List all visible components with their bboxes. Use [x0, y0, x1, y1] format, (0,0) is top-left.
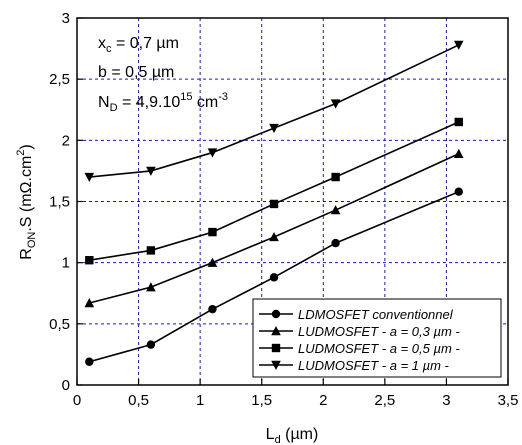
legend-label: LDMOSFET conventionnel — [298, 307, 454, 322]
legend-label: LUDMOSFET - a = 0,5 µm - — [298, 341, 460, 356]
x-tick-label: 0,5 — [128, 392, 149, 409]
x-tick-label: 3,5 — [498, 392, 519, 409]
series-line — [89, 121, 460, 262]
data-point — [208, 304, 217, 314]
legend-label: LUDMOSFET - a = 0,3 µm - — [298, 324, 460, 339]
data-point — [146, 166, 156, 176]
y-tick-label: 1,5 — [49, 194, 70, 211]
x-tick-label: 2 — [319, 392, 327, 409]
data-point — [85, 357, 94, 366]
annotation-b: b = 0,5 µm — [98, 64, 174, 81]
legend: LDMOSFET conventionnel LUDMOSFET - a = 0,… — [252, 298, 502, 378]
data-point — [330, 99, 341, 109]
data-point — [146, 282, 156, 292]
x-tick-label: 1,5 — [251, 392, 272, 409]
data-point — [330, 205, 341, 215]
data-point — [454, 187, 463, 196]
legend-box — [252, 298, 502, 378]
x-tick-label: 2,5 — [374, 392, 395, 409]
series-line — [89, 190, 460, 363]
legend-marker — [271, 343, 281, 353]
y-tick-label: 3 — [62, 10, 70, 27]
data-point — [453, 40, 464, 50]
data-point — [208, 227, 217, 237]
tick-labels: 0 0,5 1 1,5 2 2,5 3 3,5 0 0,5 1 1,5 2 2,5 3 — [49, 10, 518, 409]
data-point — [269, 273, 279, 282]
data-point — [331, 172, 340, 182]
data-point — [207, 257, 218, 267]
legend-label: LUDMOSFET - a = 1 µm - — [298, 358, 450, 373]
legend-marker — [271, 309, 281, 319]
y-tick-label: 0,5 — [49, 316, 70, 333]
x-tick-label: 1 — [196, 392, 204, 409]
series-1 — [85, 187, 463, 366]
y-tick-label: 2,5 — [49, 71, 70, 88]
data-point — [454, 117, 463, 127]
data-point — [453, 148, 464, 158]
x-axis-title: Ld (µm) — [266, 426, 319, 445]
data-point — [146, 246, 156, 255]
x-tick-label: 3 — [442, 392, 450, 409]
y-tick-label: 0 — [62, 377, 70, 394]
y-axis-title: RON.S (mΩ.cm2) — [15, 144, 38, 259]
x-tick-label: 0 — [73, 392, 81, 409]
data-point — [269, 231, 279, 242]
y-tick-label: 2 — [62, 132, 70, 149]
data-point — [207, 148, 218, 158]
annotation-xc: xc = 0,7 µm — [98, 35, 179, 55]
legend-marker — [271, 326, 281, 336]
data-point — [146, 340, 156, 349]
annotation-nd: ND = 4,9.1015 cm-3 — [98, 91, 228, 114]
series-3 — [85, 117, 463, 265]
data-point — [84, 298, 95, 308]
series-line — [89, 153, 460, 304]
data-point — [84, 172, 95, 183]
series-layer — [84, 40, 464, 366]
y-tick-label: 1 — [62, 255, 70, 272]
grid — [77, 18, 508, 385]
series-line — [89, 44, 460, 178]
data-point — [331, 238, 340, 248]
data-point — [85, 256, 94, 265]
series-2 — [84, 148, 464, 308]
data-point — [269, 199, 279, 209]
series-4 — [84, 40, 464, 183]
legend-marker — [271, 360, 281, 370]
data-point — [269, 123, 279, 134]
plot-frame — [76, 17, 509, 386]
